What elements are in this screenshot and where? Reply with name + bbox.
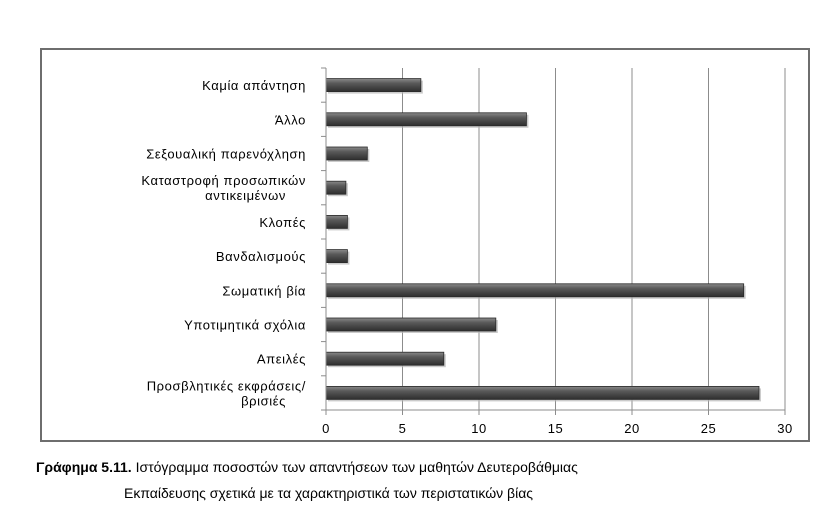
category-label-4: Καταστροφή προσωπικών αντικειμένων — [141, 173, 306, 203]
bar-9 — [325, 351, 445, 366]
x-tick-label-5: 5 — [399, 421, 407, 436]
category-label-3: Σεξουαλική παρενόχληση — [146, 147, 306, 162]
caption-line-1: Γράφημα 5.11. Ιστόγραμμα ποσοστών των απ… — [36, 459, 578, 475]
bars — [325, 78, 761, 402]
x-tick-label-20: 20 — [624, 421, 639, 436]
axes — [321, 67, 786, 415]
bar-chart: Καμία απάντηση Άλλο Σεξουαλική παρενόχληση… — [141, 67, 792, 436]
category-label-10: Προσβλητικές εκφράσεις/βρισιές — [147, 378, 306, 408]
bar-1 — [325, 78, 422, 93]
category-label-1: Καμία απάντηση — [202, 78, 306, 93]
caption-label: Γράφημα 5.11. — [36, 459, 132, 475]
x-tick-label-25: 25 — [701, 421, 716, 436]
bar-5 — [325, 214, 348, 229]
bar-8 — [325, 317, 497, 332]
caption-text-1: Ιστόγραμμα ποσοστών των απαντήσεων των μ… — [135, 459, 578, 475]
x-tick-label-10: 10 — [471, 421, 486, 436]
bar-6 — [325, 249, 348, 264]
x-tick-label-30: 30 — [777, 421, 792, 436]
category-label-2: Άλλο — [275, 112, 306, 127]
bar-7 — [325, 283, 745, 298]
category-label-6: Βανδαλισμούς — [216, 249, 306, 264]
bar-4 — [325, 180, 347, 195]
category-label-5: Κλοπές — [259, 215, 306, 230]
bar-2 — [325, 112, 527, 127]
category-label-8: Υποτιμητικά σχόλια — [184, 318, 306, 333]
caption-line-2: Εκπαίδευσης σχετικά με τα χαρακτηριστικά… — [124, 485, 534, 501]
category-label-9: Απειλές — [257, 352, 306, 367]
bar-10 — [325, 385, 760, 400]
category-label-7: Σωματική βία — [222, 283, 306, 298]
chart-frame: Καμία απάντηση Άλλο Σεξουαλική παρενόχληση… — [40, 48, 810, 442]
x-tick-label-0: 0 — [322, 421, 330, 436]
x-tick-labels: 0 5 10 15 20 25 30 — [322, 421, 792, 436]
category-labels: Καμία απάντηση Άλλο Σεξουαλική παρενόχληση… — [141, 78, 306, 408]
bar-3 — [325, 146, 368, 161]
x-tick-label-15: 15 — [548, 421, 563, 436]
